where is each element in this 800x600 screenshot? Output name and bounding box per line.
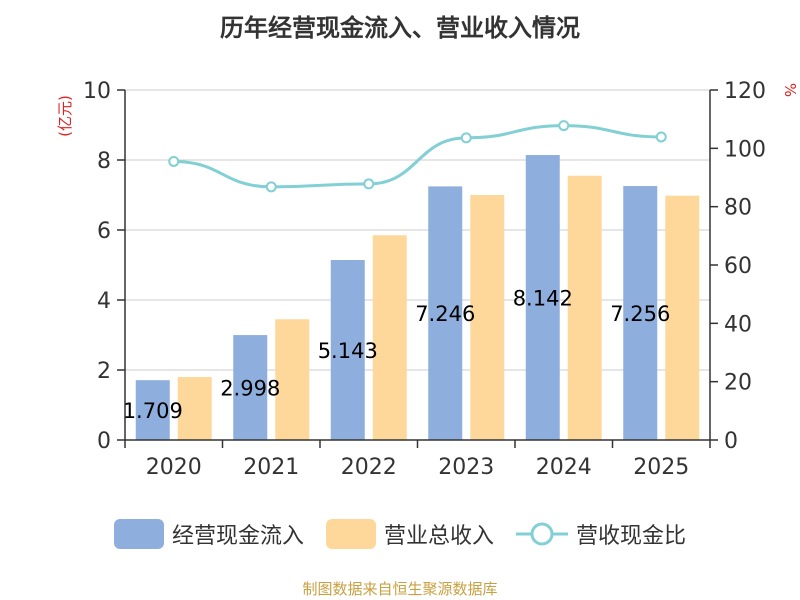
bar-revenue bbox=[470, 195, 505, 440]
legend: 经营现金流入 营业总收入 营收现金比 bbox=[0, 516, 800, 552]
bar-revenue bbox=[665, 195, 700, 440]
data-source-note: 制图数据来自恒生聚源数据库 bbox=[302, 580, 498, 598]
x-axis-tick-label: 2021 bbox=[243, 455, 299, 480]
right-axis-tick-label: 120 bbox=[724, 79, 766, 104]
legend-item-revenue[interactable]: 营业总收入 bbox=[325, 518, 494, 550]
data-label: 2.998 bbox=[220, 377, 280, 401]
ratio-point bbox=[558, 120, 570, 132]
bar-cash-inflow bbox=[428, 186, 463, 440]
bar-revenue bbox=[177, 377, 212, 440]
bar-cash-inflow bbox=[330, 259, 365, 440]
right-axis-tick-label: 20 bbox=[724, 371, 752, 396]
x-axis-tick-label: 2024 bbox=[536, 455, 592, 480]
bar-revenue bbox=[372, 235, 407, 440]
right-axis-label: % bbox=[781, 83, 799, 97]
chart: 1.7092.9985.1437.2468.1427.2560246810020… bbox=[56, 79, 799, 480]
bar-cash-inflow bbox=[135, 380, 170, 440]
legend-label-revenue: 营业总收入 bbox=[383, 524, 494, 549]
x-axis-tick-label: 2022 bbox=[341, 455, 397, 480]
bar-cash-inflow bbox=[525, 155, 560, 440]
legend-label-cash-inflow: 经营现金流入 bbox=[171, 524, 304, 549]
legend-swatch-revenue bbox=[325, 519, 376, 549]
bar-revenue bbox=[567, 175, 602, 440]
left-axis-tick-label: 8 bbox=[97, 149, 111, 174]
bar-cash-inflow bbox=[623, 186, 658, 440]
data-label: 8.142 bbox=[513, 287, 573, 311]
left-axis-tick-label: 4 bbox=[97, 289, 111, 314]
legend-item-cash-inflow[interactable]: 经营现金流入 bbox=[113, 518, 304, 550]
legend-swatch-ratio bbox=[516, 522, 568, 546]
ratio-point bbox=[655, 131, 667, 143]
left-axis-tick-label: 2 bbox=[97, 359, 111, 384]
data-label: 7.246 bbox=[415, 302, 475, 326]
right-axis-tick-label: 40 bbox=[724, 312, 752, 337]
ratio-point bbox=[265, 181, 277, 193]
legend-label-ratio: 营收现金比 bbox=[576, 524, 687, 549]
x-axis-tick-label: 2023 bbox=[438, 455, 494, 480]
x-axis-tick-label: 2025 bbox=[633, 455, 689, 480]
right-axis-tick-label: 60 bbox=[724, 254, 752, 279]
data-label: 7.256 bbox=[610, 302, 670, 326]
left-axis-tick-label: 6 bbox=[97, 219, 111, 244]
right-axis-tick-label: 100 bbox=[724, 137, 766, 162]
legend-item-ratio[interactable]: 营收现金比 bbox=[516, 518, 686, 550]
data-label: 1.709 bbox=[123, 399, 183, 423]
bar-cash-inflow bbox=[233, 335, 268, 440]
left-axis-tick-label: 0 bbox=[97, 429, 111, 454]
ratio-point bbox=[460, 132, 472, 144]
legend-swatch-cash-inflow bbox=[113, 519, 164, 549]
bar-revenue bbox=[275, 319, 310, 440]
left-axis-label: (亿元) bbox=[56, 95, 74, 137]
ratio-line bbox=[173, 124, 662, 189]
x-axis-tick-label: 2020 bbox=[146, 455, 202, 480]
chart-title: 历年经营现金流入、营业收入情况 bbox=[220, 14, 580, 42]
data-label: 5.143 bbox=[318, 339, 378, 363]
right-axis-tick-label: 0 bbox=[724, 429, 738, 454]
ratio-point bbox=[168, 155, 180, 167]
ratio-point bbox=[363, 178, 375, 190]
right-axis-tick-label: 80 bbox=[724, 196, 752, 221]
left-axis-tick-label: 10 bbox=[83, 79, 111, 104]
